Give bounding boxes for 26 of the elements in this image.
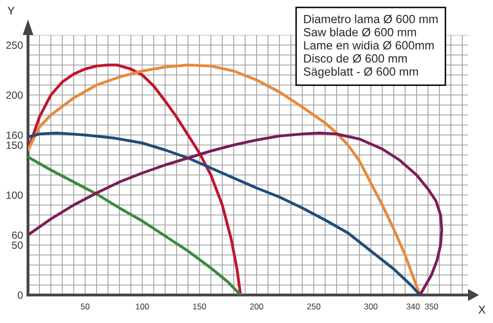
y-tick-label: 150 [6,142,23,149]
y-tick-label: 100 [6,192,23,199]
annotation: Saw blade Ø 600 mm [304,28,416,37]
annotation: Lame en widia Ø 600mm [304,40,434,50]
x-tick-label: 300 [364,304,378,310]
y-tick-label: 160 [6,132,23,139]
x-tick-label: 150 [193,304,206,310]
line-series [28,64,242,295]
y-tick-label: 50 [12,242,23,249]
x-axis-title: X [478,306,486,314]
x-tick-label: 340 [406,304,420,310]
y-tick-label: 250 [6,42,23,49]
x-tick-label: 50 [80,304,90,310]
y-tick-label: 200 [6,92,23,99]
x-tick-label: 250 [307,304,320,310]
line-series [28,64,422,295]
x-tick-label: 100 [136,304,149,310]
annotation: Sägeblatt - Ø 600 mm [304,67,418,78]
annotation: Disco de Ø 600 mm [304,54,407,63]
y-tick-label: 60 [12,232,23,239]
y-axis-title: Y [8,6,15,14]
line-series [28,156,242,295]
x-tick-label: 350 [424,304,438,310]
x-tick-label: 200 [250,304,264,310]
text: Diametro lama Ø 600 mm [304,14,438,24]
y-tick-label: 0 [18,292,23,299]
